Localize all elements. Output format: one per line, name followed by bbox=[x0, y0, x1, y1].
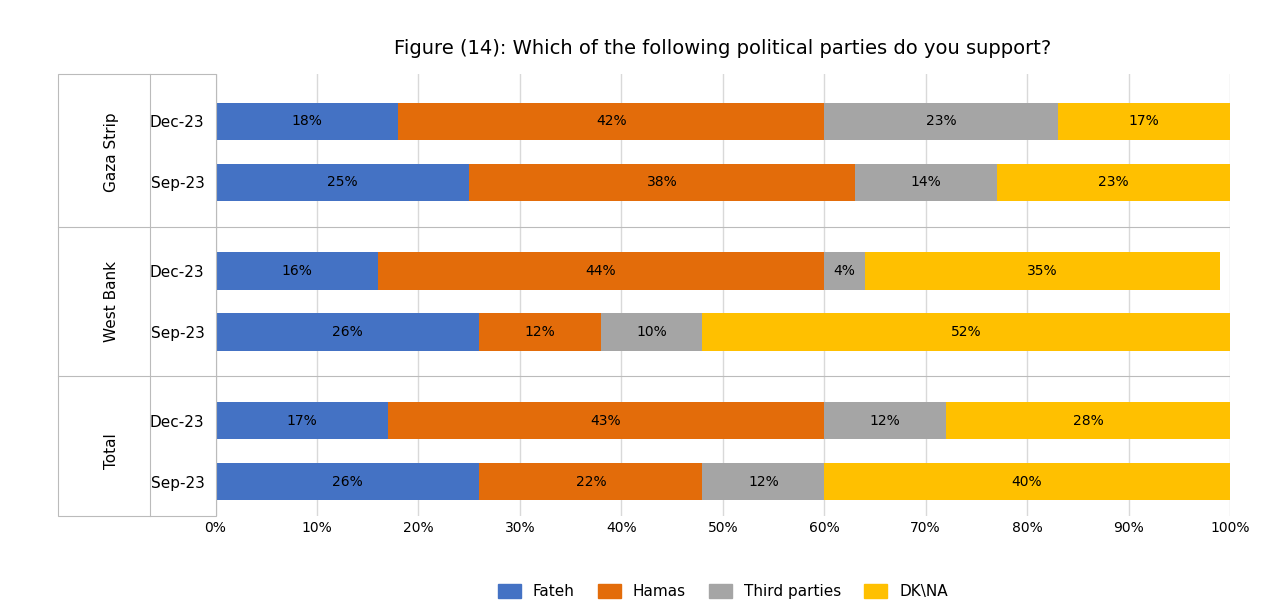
Text: West Bank: West Bank bbox=[104, 261, 119, 342]
Bar bbox=[601, 313, 702, 351]
Bar bbox=[946, 402, 1230, 439]
Bar bbox=[855, 164, 997, 201]
Text: 17%: 17% bbox=[287, 414, 317, 427]
Text: 14%: 14% bbox=[910, 176, 941, 190]
Text: 52%: 52% bbox=[951, 325, 981, 339]
Text: 12%: 12% bbox=[748, 475, 779, 489]
Text: Gaza Strip: Gaza Strip bbox=[104, 112, 119, 192]
Text: 43%: 43% bbox=[591, 414, 621, 427]
Bar bbox=[824, 252, 865, 290]
Bar bbox=[997, 164, 1230, 201]
Text: 35%: 35% bbox=[1027, 264, 1058, 278]
Bar bbox=[702, 463, 824, 500]
Bar bbox=[824, 103, 1058, 140]
Text: 38%: 38% bbox=[647, 176, 677, 190]
Bar bbox=[702, 313, 1230, 351]
Legend: Fateh, Hamas, Third parties, DK\NA: Fateh, Hamas, Third parties, DK\NA bbox=[492, 578, 954, 605]
Text: Total: Total bbox=[104, 433, 119, 469]
Title: Figure (14): Which of the following political parties do you support?: Figure (14): Which of the following poli… bbox=[394, 39, 1051, 58]
Bar bbox=[216, 252, 378, 290]
Bar bbox=[398, 103, 824, 140]
Bar bbox=[58, 74, 216, 516]
Bar bbox=[824, 463, 1230, 500]
Text: 16%: 16% bbox=[281, 264, 312, 278]
Bar bbox=[388, 402, 824, 439]
Text: 17%: 17% bbox=[1129, 114, 1159, 128]
Text: 25%: 25% bbox=[327, 176, 358, 190]
Bar bbox=[216, 463, 479, 500]
Text: 44%: 44% bbox=[586, 264, 616, 278]
Bar bbox=[216, 164, 469, 201]
Text: 28%: 28% bbox=[1073, 414, 1103, 427]
Bar bbox=[479, 463, 702, 500]
Text: 42%: 42% bbox=[596, 114, 626, 128]
Bar bbox=[378, 252, 824, 290]
Bar bbox=[216, 103, 398, 140]
Text: 18%: 18% bbox=[292, 114, 322, 128]
Text: 26%: 26% bbox=[332, 325, 363, 339]
Text: 23%: 23% bbox=[1098, 176, 1129, 190]
Text: 22%: 22% bbox=[576, 475, 606, 489]
Text: 12%: 12% bbox=[525, 325, 555, 339]
Text: 26%: 26% bbox=[332, 475, 363, 489]
Text: 12%: 12% bbox=[870, 414, 900, 427]
Bar bbox=[1058, 103, 1230, 140]
Bar bbox=[865, 252, 1220, 290]
Text: 40%: 40% bbox=[1012, 475, 1042, 489]
Text: 10%: 10% bbox=[637, 325, 667, 339]
Bar bbox=[216, 402, 388, 439]
Bar bbox=[479, 313, 601, 351]
Text: 4%: 4% bbox=[833, 264, 856, 278]
Bar bbox=[216, 313, 479, 351]
Bar bbox=[469, 164, 855, 201]
Bar bbox=[824, 402, 946, 439]
Text: 23%: 23% bbox=[926, 114, 956, 128]
